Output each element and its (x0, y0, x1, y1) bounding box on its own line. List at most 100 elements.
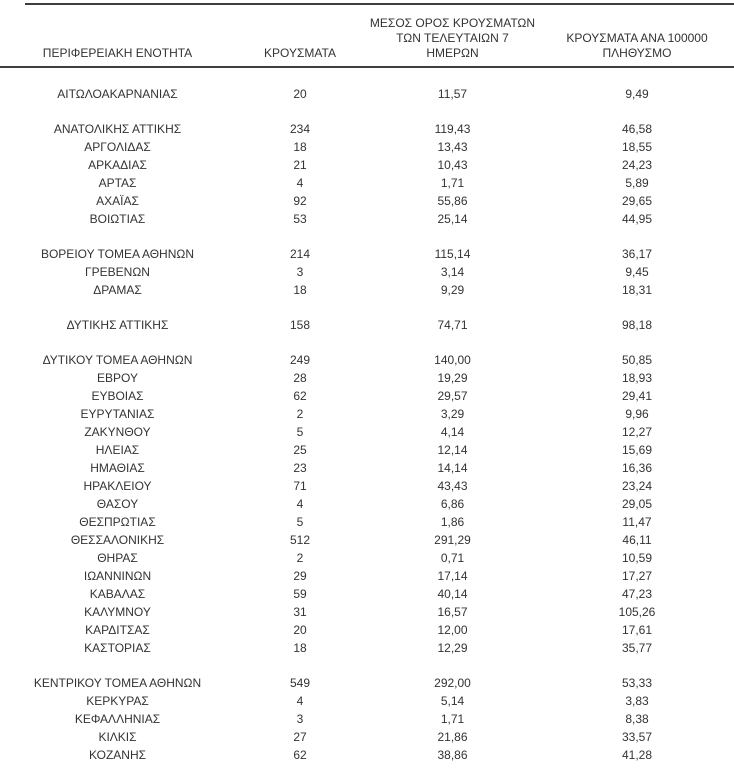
region-cell: ΑΧΑΪΑΣ (96, 194, 139, 208)
avg7-cell: 291,29 (434, 533, 471, 547)
region-cell: ΘΗΡΑΣ (97, 551, 138, 565)
table-row: ΚΑΛΥΜΝΟΥ 31 16,57 105,26 (0, 603, 734, 621)
cases-cell: 20 (293, 87, 307, 101)
cases-cell: 53 (293, 212, 307, 226)
avg7-cell: 292,00 (434, 676, 471, 690)
region-cell: ΗΛΕΙΑΣ (95, 443, 140, 457)
table-row: ΘΕΣΣΑΛΟΝΙΚΗΣ 512 291,29 46,11 (0, 531, 734, 549)
footer-row (0, 764, 734, 771)
region-cell: ΖΑΚΥΝΘΟΥ (84, 425, 151, 439)
cases-cell: 4 (296, 176, 304, 190)
region-cell: ΑΝΑΤΟΛΙΚΗΣ ΑΤΤΙΚΗΣ (53, 122, 182, 136)
table-row: ΗΛΕΙΑΣ 25 12,14 15,69 (0, 441, 734, 459)
col-header-per100k: ΚΡΟΥΣΜΑΤΑ ΑΝΑ 100000 ΠΛΗΘΥΣΜΟ (540, 0, 734, 68)
per100k-cell: 33,57 (621, 730, 653, 744)
col-header-region: ΠΕΡΙΦΕΡΕΙΑΚΗ ΕΝΟΤΗΤΑ (0, 0, 235, 68)
cases-cell: 59 (293, 587, 307, 601)
region-cell: ΕΥΒΟΙΑΣ (91, 389, 144, 403)
cases-cell: 249 (289, 353, 311, 367)
table-row: ΑΙΤΩΛΟΑΚΑΡΝΑΝΙΑΣ 20 11,57 9,49 (0, 85, 734, 103)
avg7-cell: 1,86 (440, 515, 465, 529)
table-row: ΑΝΑΤΟΛΙΚΗΣ ΑΤΤΙΚΗΣ 234 119,43 46,58 (0, 120, 734, 138)
table-row: ΘΑΣΟΥ 4 6,86 29,05 (0, 495, 734, 513)
table-row: ΔΥΤΙΚΟΥ ΤΟΜΕΑ ΑΘΗΝΩΝ 249 140,00 50,85 (0, 351, 734, 369)
avg7-cell: 3,29 (440, 407, 465, 421)
region-cell: ΚΑΣΤΟΡΙΑΣ (84, 641, 151, 655)
per100k-cell: 18,55 (621, 140, 653, 154)
group-spacer (0, 103, 734, 120)
table-row: ΘΗΡΑΣ 2 0,71 10,59 (0, 549, 734, 567)
group-spacer (0, 334, 734, 351)
per100k-cell: 18,93 (621, 371, 653, 385)
avg7-cell: 12,14 (437, 443, 468, 457)
table-row: ΙΩΑΝΝΙΝΩΝ 29 17,14 17,27 (0, 567, 734, 585)
avg7-cell: 9,29 (440, 283, 465, 297)
table-row: ΚΑΒΑΛΑΣ 59 40,14 47,23 (0, 585, 734, 603)
avg7-cell: 4,14 (440, 425, 465, 439)
per100k-cell: 16,36 (621, 461, 653, 475)
table-row: ΔΡΑΜΑΣ 18 9,29 18,31 (0, 281, 734, 299)
per100k-cell: 23,24 (621, 479, 653, 493)
group-spacer (0, 228, 734, 245)
header-row: ΠΕΡΙΦΕΡΕΙΑΚΗ ΕΝΟΤΗΤΑ ΚΡΟΥΣΜΑΤΑ ΜΕΣΟΣ ΟΡΟ… (0, 0, 734, 68)
per100k-cell: 9,49 (625, 87, 649, 101)
region-cell: ΑΡΤΑΣ (98, 176, 137, 190)
region-cell: ΒΟΙΩΤΙΑΣ (89, 212, 146, 226)
cases-cell: 549 (289, 676, 311, 690)
region-cell: ΓΡΕΒΕΝΩΝ (85, 265, 150, 279)
table-row: ΑΡΤΑΣ 4 1,71 5,89 (0, 174, 734, 192)
table-body: ΑΙΤΩΛΟΑΚΑΡΝΑΝΙΑΣ 20 11,57 9,49 ΑΝΑΤΟΛΙΚΗΣ ΑΤ… (0, 67, 734, 764)
per100k-cell: 98,18 (621, 318, 653, 332)
region-cell: ΚΑΛΥΜΝΟΥ (84, 605, 151, 619)
avg7-cell: 12,00 (437, 623, 468, 637)
table-row: ΑΧΑΪΑΣ 92 55,86 29,65 (0, 192, 734, 210)
per100k-cell: 46,11 (622, 533, 652, 547)
region-cell: ΕΒΡΟΥ (97, 371, 138, 385)
cases-cell: 23 (293, 461, 307, 475)
avg7-cell: 12,29 (437, 641, 468, 655)
table-row: ΘΕΣΠΡΩΤΙΑΣ 5 1,86 11,47 (0, 513, 734, 531)
avg7-cell: 43,43 (437, 479, 468, 493)
per100k-cell: 41,28 (621, 748, 653, 762)
avg7-cell: 40,14 (437, 587, 468, 601)
avg7-cell: 55,86 (437, 194, 468, 208)
avg7-cell: 38,86 (437, 748, 468, 762)
avg7-cell: 17,14 (437, 569, 468, 583)
per100k-cell: 44,95 (621, 212, 653, 226)
cases-cell: 25 (293, 443, 307, 457)
cases-cell: 5 (296, 425, 304, 439)
avg7-cell: 3,14 (440, 265, 465, 279)
cases-cell: 21 (293, 158, 307, 172)
cases-cell: 27 (293, 730, 307, 744)
cases-cell: 2 (296, 407, 304, 421)
col-header-avg7days: ΜΕΣΟΣ ΟΡΟΣ ΚΡΟΥΣΜΑΤΩΝ ΤΩΝ ΤΕΛΕΥΤΑΙΩΝ 7 Η… (365, 0, 540, 68)
region-cell: ΔΥΤΙΚΟΥ ΤΟΜΕΑ ΑΘΗΝΩΝ (42, 353, 193, 367)
table-row: ΗΡΑΚΛΕΙΟΥ 71 43,43 23,24 (0, 477, 734, 495)
region-cell: ΚΟΖΑΝΗΣ (88, 748, 147, 762)
col-header-cases: ΚΡΟΥΣΜΑΤΑ (235, 0, 365, 68)
region-cell: ΚΕΡΚΥΡΑΣ (86, 694, 149, 708)
table-row: ΚΑΡΔΙΤΣΑΣ 20 12,00 17,61 (0, 621, 734, 639)
table-row: ΒΟΡΕΙΟΥ ΤΟΜΕΑ ΑΘΗΝΩΝ 214 115,14 36,17 (0, 245, 734, 263)
table-row: ΚΕΡΚΥΡΑΣ 4 5,14 3,83 (0, 692, 734, 710)
per100k-cell: 35,77 (621, 641, 653, 655)
cases-cell: 512 (289, 533, 311, 547)
cases-cell: 3 (296, 265, 304, 279)
per100k-cell: 12,27 (621, 425, 653, 439)
cases-cell: 5 (296, 515, 304, 529)
cases-cell: 18 (293, 641, 307, 655)
per100k-cell: 10,59 (621, 551, 653, 565)
region-cell: ΗΜΑΘΙΑΣ (90, 461, 145, 475)
table-row: ΚΕΝΤΡΙΚΟΥ ΤΟΜΕΑ ΑΘΗΝΩΝ 549 292,00 53,33 (0, 674, 734, 692)
region-cell: ΘΕΣΠΡΩΤΙΑΣ (79, 515, 156, 529)
table-header: ΠΕΡΙΦΕΡΕΙΑΚΗ ΕΝΟΤΗΤΑ ΚΡΟΥΣΜΑΤΑ ΜΕΣΟΣ ΟΡΟ… (0, 0, 734, 68)
table-row: ΒΟΙΩΤΙΑΣ 53 25,14 44,95 (0, 210, 734, 228)
per100k-cell: 17,61 (621, 623, 653, 637)
table-row: ΖΑΚΥΝΘΟΥ 5 4,14 12,27 (0, 423, 734, 441)
table-row: ΓΡΕΒΕΝΩΝ 3 3,14 9,45 (0, 263, 734, 281)
avg7-cell: 74,71 (437, 318, 468, 332)
cases-cell: 3 (296, 712, 304, 726)
table-row: ΚΕΦΑΛΛΗΝΙΑΣ 3 1,71 8,38 (0, 710, 734, 728)
table-row: ΚΑΣΤΟΡΙΑΣ 18 12,29 35,77 (0, 639, 734, 657)
